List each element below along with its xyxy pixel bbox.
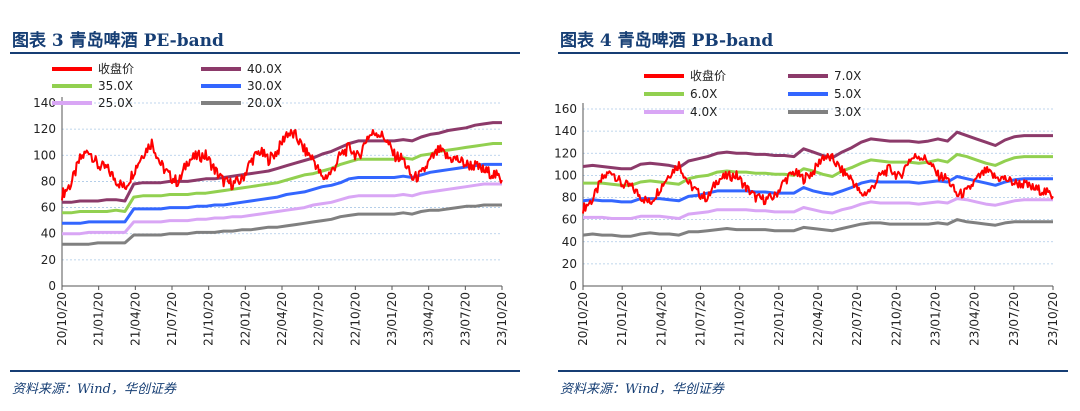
pb-y-tick-label: 160 (554, 102, 577, 116)
pb-x-tick-label: 22/10/20 (889, 292, 903, 346)
pe-y-tick-label: 0 (48, 279, 56, 293)
pb-band-7-0x-line (582, 130, 1053, 171)
pb-x-tick-label: 22/01/20 (772, 292, 786, 346)
pe-legend-label: 30.0X (247, 79, 282, 93)
pb-x-tick-label: 21/04/20 (654, 292, 668, 346)
pb-band-4-0x-line (583, 197, 1053, 220)
pe-price-line (61, 129, 503, 201)
pb-legend-label: 5.0X (834, 87, 861, 101)
pe-y-tick-label: 20 (41, 253, 56, 267)
pb-y-tick-label: 120 (554, 146, 577, 160)
pe-band-35-0x-line (62, 142, 502, 215)
pb-y-tick-label: 0 (569, 279, 577, 293)
pb-legend-item-price: 收盘价 (644, 68, 726, 83)
pe-x-tick-label: 22/07/20 (312, 292, 326, 346)
pe-y-tick-label: 60 (41, 201, 56, 215)
pe-legend-item-25-0x: 25.0X (52, 96, 133, 110)
pe-y-tick-label: 140 (33, 96, 56, 110)
pb-y-tick-label: 80 (562, 191, 577, 205)
pe-band-bottom-rule (10, 370, 520, 372)
pb-price-line (582, 153, 1054, 214)
pe-band-25-0x-line (62, 182, 502, 236)
pe-x-tick-label: 23/04/20 (422, 292, 436, 346)
pb-x-tick-label: 20/10/20 (576, 292, 590, 346)
pe-x-tick-label: 23/07/20 (458, 292, 472, 346)
pe-legend-item-30-0x: 30.0X (201, 79, 282, 93)
pe-y-tick-label: 120 (33, 122, 56, 136)
pb-x-tick-label: 23/01/20 (929, 292, 943, 346)
pb-x-tick-label: 21/10/20 (733, 292, 747, 346)
pe-band-title-rule (10, 52, 520, 54)
pb-x-tick-label: 23/07/20 (1007, 292, 1021, 346)
pe-legend-label: 20.0X (247, 96, 282, 110)
pe-legend-label: 40.0X (247, 62, 282, 76)
pb-legend-label: 3.0X (834, 105, 861, 119)
pe-x-tick-label: 21/10/20 (202, 292, 216, 346)
pb-band-6-0x-line (583, 152, 1053, 187)
pe-x-tick-label: 23/01/20 (385, 292, 399, 346)
pb-y-tick-label: 100 (554, 168, 577, 182)
pb-y-tick-label: 40 (562, 235, 577, 249)
pb-x-tick-label: 21/01/20 (615, 292, 629, 346)
pb-legend-label: 收盘价 (690, 68, 726, 83)
pe-x-tick-label: 22/01/20 (238, 292, 252, 346)
pb-legend-label: 7.0X (834, 69, 861, 83)
pb-x-tick-label: 22/07/20 (850, 292, 864, 346)
pe-legend-label: 25.0X (98, 96, 133, 110)
pb-legend-item-6-0x: 6.0X (644, 87, 717, 101)
pb-x-tick-label: 23/04/20 (968, 292, 982, 346)
pb-legend-item-3-0x: 3.0X (788, 105, 861, 119)
pb-x-tick-label: 21/07/20 (694, 292, 708, 346)
pe-x-tick-label: 21/04/20 (128, 292, 142, 346)
pe-band-source: 资料来源：Wind，华创证券 (12, 382, 176, 397)
pe-y-tick-label: 80 (41, 174, 56, 188)
pe-x-tick-label: 21/07/20 (165, 292, 179, 346)
pb-legend-label: 4.0X (690, 105, 717, 119)
pe-band-panel: 图表 3 青岛啤酒 PE-band 0 20 40 60 80 100 120 140 20/1… (0, 0, 530, 411)
pe-legend-item-20-0x: 20.0X (201, 96, 282, 110)
pe-band-40-0x-line (62, 121, 502, 204)
pb-band-chart: 0 20 40 60 80 100 120 140 160 20/10/20 21/01/20 21/… (554, 68, 1060, 346)
pb-band-title-rule (558, 52, 1068, 54)
pb-band-3-0x-line (582, 218, 1053, 238)
pe-band-title: 图表 3 青岛啤酒 PE-band (12, 31, 224, 51)
pb-legend-item-4-0x: 4.0X (644, 105, 717, 119)
pb-band-source: 资料来源：Wind，华创证券 (560, 382, 724, 397)
pe-x-tick-label: 22/04/20 (275, 292, 289, 346)
pe-y-tick-label: 40 (41, 227, 56, 241)
pe-legend-item-40-0x: 40.0X (201, 62, 282, 76)
pb-y-tick-label: 60 (562, 213, 577, 227)
pe-band-30-0x-line (62, 162, 502, 225)
pb-y-tick-label: 20 (562, 257, 577, 271)
pb-band-bottom-rule (558, 370, 1068, 372)
pe-legend-label: 35.0X (98, 79, 133, 93)
pb-legend-item-5-0x: 5.0X (788, 87, 861, 101)
pe-band-20-0x-line (62, 203, 502, 246)
pb-legend-item-7-0x: 7.0X (788, 69, 861, 83)
pb-band-panel: 图表 4 青岛啤酒 PB-band 0 20 40 60 80 100 120 140 160 2… (548, 0, 1080, 411)
pb-legend-label: 6.0X (690, 87, 717, 101)
pe-band-chart: 0 20 40 60 80 100 120 140 20/10/20 21/01/20 21/04/… (33, 61, 509, 346)
pb-x-tick-label: 22/04/20 (811, 292, 825, 346)
pe-x-tick-label: 23/10/20 (495, 292, 509, 346)
pb-band-title: 图表 4 青岛啤酒 PB-band (560, 31, 774, 51)
pe-x-tick-label: 21/01/20 (92, 292, 106, 346)
pe-legend-label: 收盘价 (98, 61, 134, 76)
pb-x-tick-label: 23/10/20 (1046, 292, 1060, 346)
pe-x-tick-label: 20/10/20 (55, 292, 69, 346)
pe-y-tick-label: 100 (33, 148, 56, 162)
pb-y-tick-label: 140 (554, 124, 577, 138)
pe-legend-item-35-0x: 35.0X (52, 79, 133, 93)
pe-legend-item-price: 收盘价 (52, 61, 134, 76)
pe-x-tick-label: 22/10/20 (348, 292, 362, 346)
